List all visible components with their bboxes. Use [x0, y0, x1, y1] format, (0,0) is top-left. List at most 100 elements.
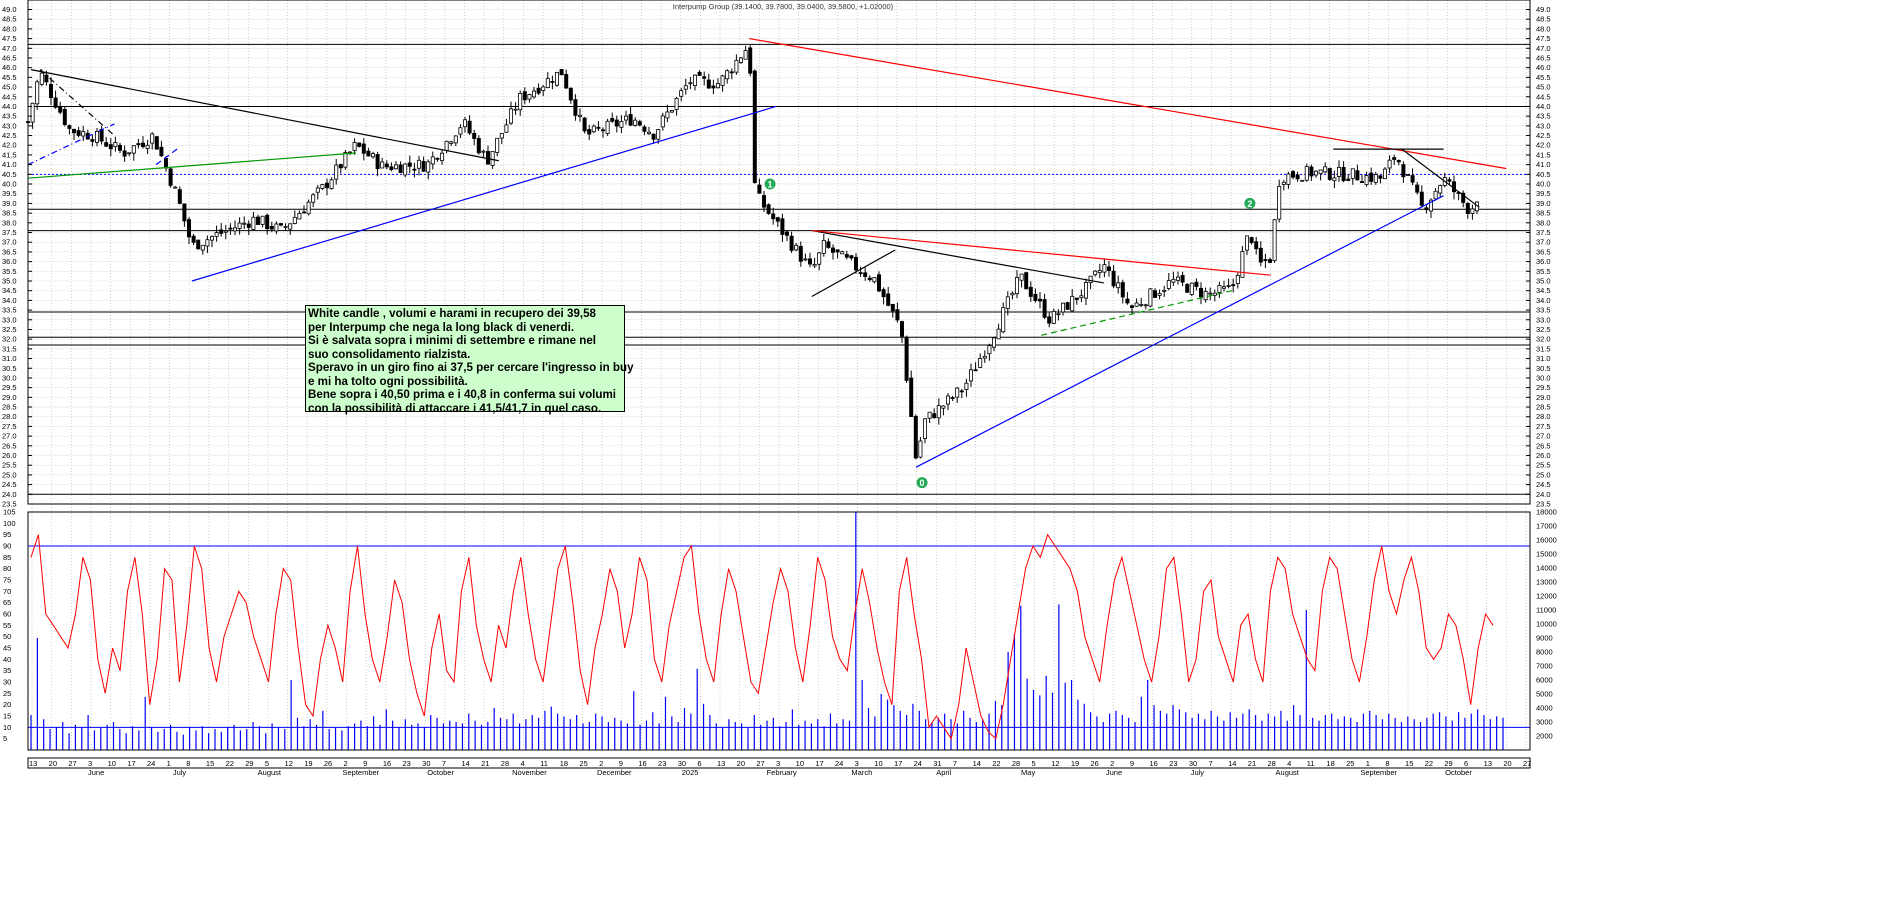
annotation-line: White candle , volumi e harami in recupe… — [308, 307, 597, 320]
trend-line — [27, 152, 356, 179]
candle-body — [1042, 299, 1047, 318]
candle-body — [734, 59, 739, 73]
candle-body — [817, 252, 822, 265]
marker-label: 0 — [920, 478, 925, 488]
candle-body — [1226, 285, 1231, 287]
candle-body — [1378, 175, 1383, 179]
price-tick-label-left: 48.0 — [2, 24, 17, 33]
candle-body — [1346, 178, 1351, 181]
candle-body — [1286, 173, 1291, 185]
markers: 1 2 0 — [764, 178, 1256, 489]
x-day-label: 22 — [226, 759, 234, 768]
x-day-label: 10 — [796, 759, 804, 768]
price-tick-label-right: 28.5 — [1536, 403, 1551, 412]
x-month-label: April — [936, 768, 951, 777]
candle-body — [688, 82, 693, 85]
x-day-label: 11 — [1307, 759, 1315, 768]
oscillator-tick-label: 100 — [3, 519, 16, 528]
price-tick-label-right: 30.5 — [1536, 364, 1551, 373]
candle-body — [1010, 292, 1015, 296]
candle-body — [508, 108, 513, 124]
candle-body — [1120, 282, 1125, 298]
oscillator-tick-label: 25 — [3, 689, 11, 698]
x-day-label: 4 — [520, 759, 524, 768]
candle-body — [568, 87, 573, 101]
candle-body — [1199, 287, 1204, 298]
trend-line — [749, 37, 1507, 170]
candle-body — [702, 76, 707, 79]
x-day-label: 28 — [501, 759, 509, 768]
volume-tick-label: 6000 — [1536, 676, 1553, 685]
x-month-label: September — [342, 768, 379, 777]
volume-tick-label: 15000 — [1536, 550, 1557, 559]
oscillator — [28, 533, 1530, 740]
candle-body — [619, 121, 624, 128]
x-day-label: 24 — [835, 759, 843, 768]
candle-body — [380, 161, 385, 169]
candle-body — [122, 150, 127, 157]
x-day-label: 26 — [1091, 759, 1099, 768]
candle-body — [232, 227, 237, 232]
candle-body — [541, 86, 546, 91]
volume-tick-label: 17000 — [1536, 522, 1557, 531]
candle-body — [614, 119, 619, 127]
price-tick-label-right: 49.0 — [1536, 5, 1551, 14]
x-month-label: May — [1021, 768, 1035, 777]
x-day-label: 3 — [855, 759, 859, 768]
candle-body — [1332, 177, 1337, 182]
price-tick-label-left: 39.0 — [2, 199, 17, 208]
candle-body — [624, 115, 629, 121]
candle-body — [44, 74, 49, 83]
price-tick-label-left: 29.5 — [2, 383, 17, 392]
price-tick-label-left: 35.0 — [2, 276, 17, 285]
x-month-label: June — [88, 768, 104, 777]
candle-body — [716, 83, 721, 89]
x-month-label: June — [1106, 768, 1122, 777]
candle-body — [35, 81, 40, 105]
candle-body — [209, 235, 214, 241]
candle-body — [361, 143, 366, 154]
candle-body — [591, 125, 596, 133]
candle-body — [476, 138, 481, 154]
candle-body — [1327, 168, 1332, 180]
candle-body — [941, 405, 946, 409]
annotation-line: con la possibilità di attaccare i 41,5/4… — [308, 401, 602, 415]
price-tick-label-right: 39.0 — [1536, 199, 1551, 208]
price-tick-label-right: 37.5 — [1536, 228, 1551, 237]
candle-body — [1258, 247, 1263, 263]
candle-body — [278, 223, 283, 226]
x-month-label: July — [173, 768, 187, 777]
oscillator-tick-label: 85 — [3, 553, 11, 562]
candle-body — [1180, 275, 1185, 283]
candle-body — [1383, 168, 1388, 180]
candle-body — [582, 117, 587, 132]
candle-body — [297, 212, 302, 220]
candle-body — [1410, 175, 1415, 183]
candle-body — [495, 137, 500, 153]
candle-body — [1203, 290, 1208, 301]
price-tick-label-right: 43.5 — [1536, 112, 1551, 121]
candle-body — [1314, 170, 1319, 176]
candle-body — [1130, 305, 1135, 308]
x-day-label: 17 — [127, 759, 135, 768]
candle-body — [1102, 264, 1107, 273]
candle-body — [1470, 208, 1475, 214]
candle-body — [260, 215, 265, 225]
candle-body — [757, 184, 762, 194]
price-tick-label-right: 27.0 — [1536, 432, 1551, 441]
x-day-label: 7 — [1208, 759, 1212, 768]
price-tick-label-left: 42.5 — [2, 131, 17, 140]
x-day-label: 19 — [304, 759, 312, 768]
candle-body — [191, 235, 196, 243]
price-tick-label-right: 34.5 — [1536, 286, 1551, 295]
candle-body — [1166, 280, 1171, 289]
x-day-label: 27 — [1523, 759, 1531, 768]
candle-body — [559, 69, 564, 76]
price-tick-label-left: 25.0 — [2, 470, 17, 479]
candle-body — [1093, 270, 1098, 276]
candle-body — [890, 303, 895, 312]
candle-body — [95, 130, 100, 143]
candle-body — [338, 164, 343, 169]
price-tick-label-left: 35.5 — [2, 267, 17, 276]
candle-body — [725, 70, 730, 80]
